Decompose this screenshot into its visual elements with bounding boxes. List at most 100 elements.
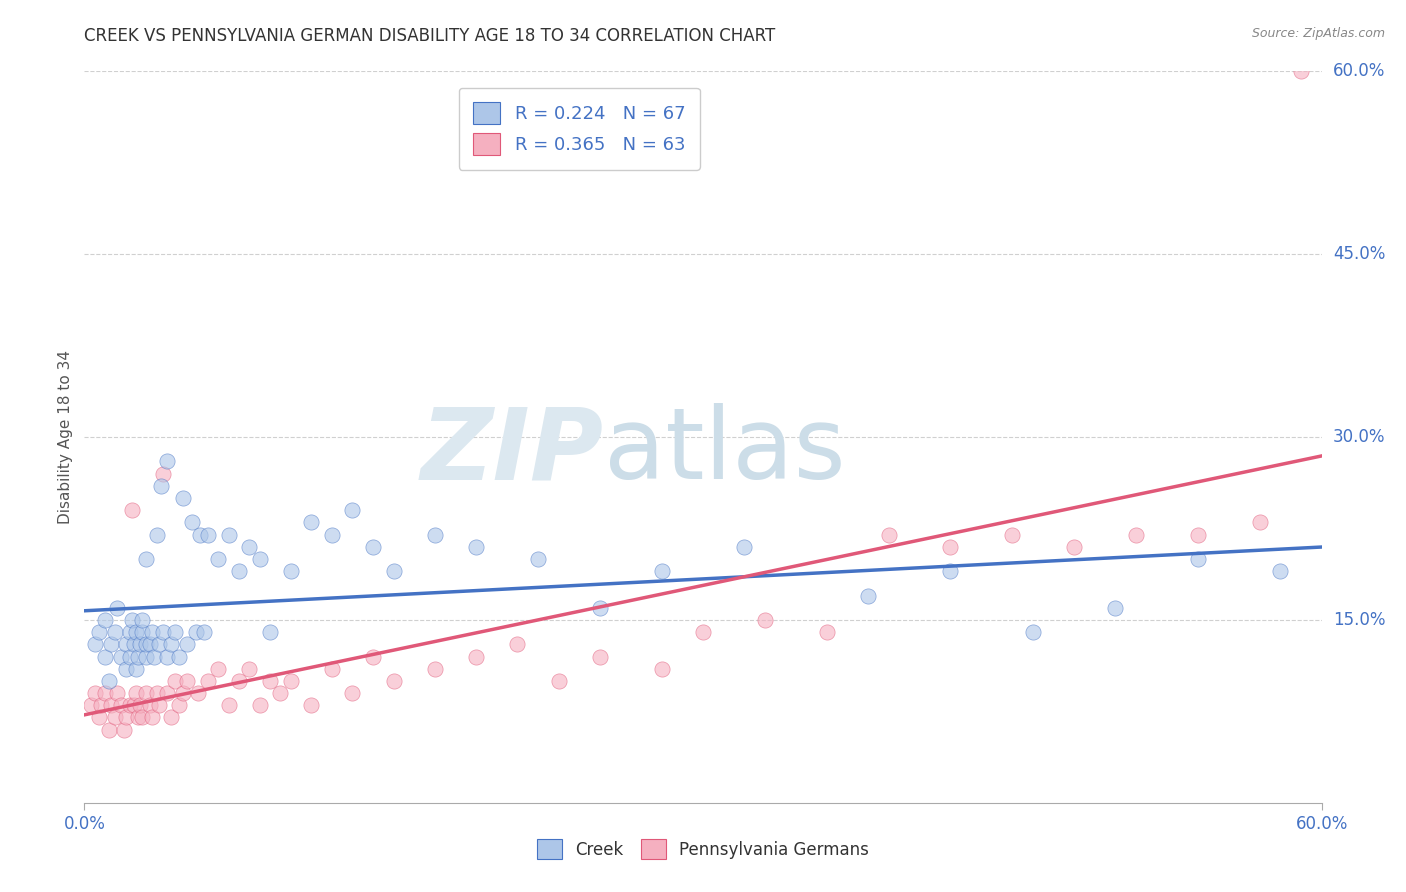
Point bbox=[184, 625, 207, 640]
Point bbox=[1289, 64, 1312, 78]
Point bbox=[135, 552, 157, 566]
Point bbox=[1270, 564, 1292, 578]
Point bbox=[148, 698, 170, 713]
Point bbox=[651, 662, 673, 676]
Point bbox=[299, 698, 322, 713]
Y-axis label: Disability Age 18 to 34: Disability Age 18 to 34 bbox=[58, 350, 73, 524]
Point bbox=[228, 564, 250, 578]
Point bbox=[856, 589, 879, 603]
Point bbox=[121, 503, 143, 517]
Point bbox=[122, 698, 145, 713]
Point bbox=[197, 673, 219, 688]
Point bbox=[423, 662, 446, 676]
Point bbox=[114, 662, 136, 676]
Point bbox=[218, 698, 240, 713]
Point bbox=[382, 564, 405, 578]
Point bbox=[218, 527, 240, 541]
Point bbox=[105, 600, 128, 615]
Point bbox=[877, 527, 900, 541]
Point bbox=[127, 710, 149, 724]
Point bbox=[141, 625, 163, 640]
Point bbox=[139, 698, 162, 713]
Point bbox=[547, 673, 569, 688]
Text: ZIP: ZIP bbox=[420, 403, 605, 500]
Text: Source: ZipAtlas.com: Source: ZipAtlas.com bbox=[1251, 27, 1385, 40]
Point bbox=[1187, 527, 1209, 541]
Point bbox=[321, 527, 343, 541]
Point bbox=[139, 637, 162, 651]
Text: 45.0%: 45.0% bbox=[1333, 245, 1385, 263]
Point bbox=[465, 540, 488, 554]
Point bbox=[143, 649, 166, 664]
Point bbox=[197, 527, 219, 541]
Point bbox=[152, 625, 174, 640]
Point bbox=[280, 673, 302, 688]
Point bbox=[465, 649, 488, 664]
Point bbox=[361, 649, 384, 664]
Point bbox=[589, 649, 612, 664]
Point bbox=[118, 698, 141, 713]
Point bbox=[160, 637, 183, 651]
Point bbox=[165, 625, 187, 640]
Point bbox=[145, 686, 167, 700]
Point bbox=[141, 710, 163, 724]
Point bbox=[104, 710, 127, 724]
Point bbox=[104, 625, 127, 640]
Point bbox=[249, 552, 271, 566]
Point bbox=[1104, 600, 1126, 615]
Point bbox=[939, 540, 962, 554]
Text: 60.0%: 60.0% bbox=[1333, 62, 1385, 80]
Point bbox=[98, 673, 121, 688]
Point bbox=[98, 723, 121, 737]
Legend: Creek, Pennsylvania Germans: Creek, Pennsylvania Germans bbox=[529, 830, 877, 868]
Point bbox=[131, 613, 153, 627]
Point bbox=[280, 564, 302, 578]
Point bbox=[149, 479, 172, 493]
Point bbox=[121, 613, 143, 627]
Point bbox=[733, 540, 755, 554]
Point bbox=[589, 600, 612, 615]
Point bbox=[207, 662, 229, 676]
Point bbox=[114, 710, 136, 724]
Point bbox=[249, 698, 271, 713]
Point bbox=[118, 625, 141, 640]
Point bbox=[125, 625, 148, 640]
Point bbox=[1125, 527, 1147, 541]
Point bbox=[527, 552, 550, 566]
Point bbox=[94, 686, 117, 700]
Point bbox=[122, 637, 145, 651]
Point bbox=[167, 698, 190, 713]
Point bbox=[125, 662, 148, 676]
Point bbox=[238, 662, 260, 676]
Point bbox=[94, 649, 117, 664]
Point bbox=[259, 625, 281, 640]
Point bbox=[1249, 516, 1271, 530]
Point bbox=[100, 698, 122, 713]
Point bbox=[129, 698, 152, 713]
Point bbox=[342, 503, 364, 517]
Point bbox=[361, 540, 384, 554]
Point bbox=[90, 698, 112, 713]
Point bbox=[118, 649, 141, 664]
Point bbox=[165, 673, 187, 688]
Point bbox=[228, 673, 250, 688]
Point bbox=[83, 637, 105, 651]
Point bbox=[259, 673, 281, 688]
Point bbox=[1022, 625, 1045, 640]
Point bbox=[127, 649, 149, 664]
Point bbox=[180, 516, 202, 530]
Point bbox=[167, 649, 190, 664]
Point bbox=[135, 649, 157, 664]
Point bbox=[148, 637, 170, 651]
Point bbox=[815, 625, 838, 640]
Point bbox=[129, 637, 152, 651]
Point bbox=[299, 516, 322, 530]
Point bbox=[342, 686, 364, 700]
Point bbox=[1001, 527, 1024, 541]
Point bbox=[172, 686, 194, 700]
Point bbox=[135, 686, 157, 700]
Point bbox=[187, 686, 209, 700]
Text: CREEK VS PENNSYLVANIA GERMAN DISABILITY AGE 18 TO 34 CORRELATION CHART: CREEK VS PENNSYLVANIA GERMAN DISABILITY … bbox=[84, 27, 776, 45]
Point bbox=[1187, 552, 1209, 566]
Point bbox=[156, 686, 179, 700]
